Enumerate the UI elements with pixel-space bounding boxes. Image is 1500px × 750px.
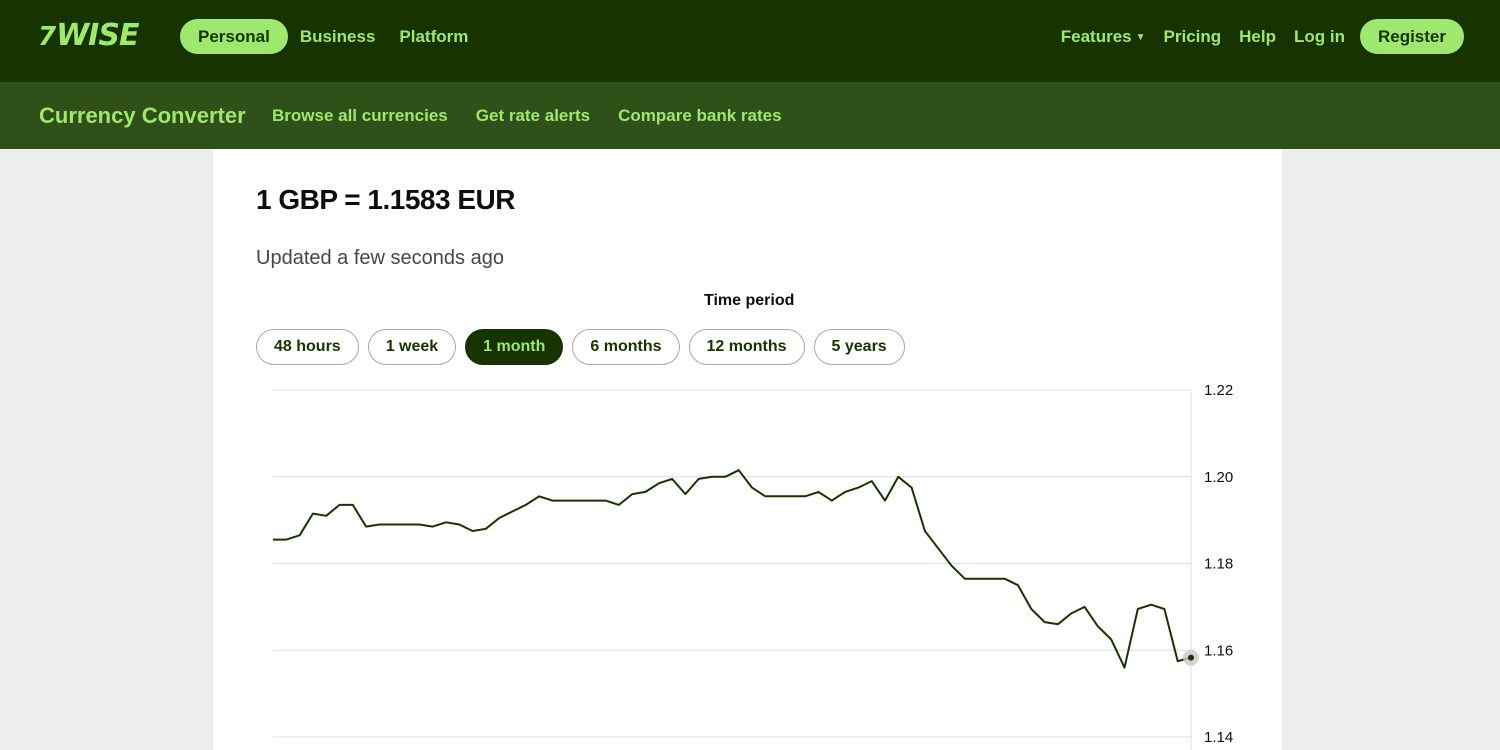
wise-flag-icon: 7 — [38, 22, 56, 52]
rate-card: 1 GBP = 1.1583 EUR Updated a few seconds… — [213, 149, 1282, 750]
y-tick-label: 1.18 — [1204, 556, 1233, 573]
time-period-label: Time period — [704, 292, 795, 309]
y-tick-label: 1.14 — [1204, 729, 1233, 746]
chevron-down-icon: ▼ — [1135, 31, 1146, 43]
y-tick-label: 1.20 — [1204, 469, 1233, 486]
compare-bank-rates-link[interactable]: Compare bank rates — [618, 106, 782, 125]
y-tick-label: 1.16 — [1204, 642, 1233, 659]
wise-logo[interactable]: 7WISE — [38, 18, 139, 53]
nav-left: Personal Business Platform — [180, 19, 480, 54]
rate-alerts-link[interactable]: Get rate alerts — [475, 106, 591, 125]
nav-help[interactable]: Help — [1239, 26, 1276, 46]
sub-navigation: Currency Converter Browse all currencies… — [0, 82, 1500, 149]
nav-features-label: Features — [1060, 26, 1132, 46]
rate-series-line — [273, 469, 1192, 669]
period-5-years[interactable]: 5 years — [813, 329, 905, 365]
logo-text: WISE — [56, 18, 139, 53]
browse-currencies-link[interactable]: Browse all currencies — [272, 106, 448, 125]
time-period-selector: 48 hours 1 week 1 month 6 months 12 mont… — [256, 329, 914, 365]
nav-personal[interactable]: Personal — [180, 19, 288, 54]
period-6-months[interactable]: 6 months — [572, 329, 680, 365]
register-button[interactable]: Register — [1359, 19, 1464, 54]
rate-chart[interactable]: 1.22 1.20 1.18 1.16 1.14 — [213, 149, 1282, 750]
nav-features[interactable]: Features ▼ — [1052, 27, 1155, 47]
top-navigation: 7WISE Personal Business Platform Feature… — [0, 0, 1500, 82]
y-tick-label: 1.22 — [1204, 382, 1233, 399]
nav-login[interactable]: Log in — [1293, 26, 1345, 46]
exchange-rate-heading: 1 GBP = 1.1583 EUR — [256, 184, 515, 215]
period-12-months[interactable]: 12 months — [688, 329, 805, 365]
nav-business[interactable]: Business — [299, 26, 376, 46]
subnav-links: Browse all currencies Get rate alerts Co… — [272, 106, 810, 126]
period-48-hours[interactable]: 48 hours — [256, 329, 359, 365]
period-1-month[interactable]: 1 month — [465, 329, 564, 365]
currency-converter-title[interactable]: Currency Converter — [39, 103, 246, 128]
updated-timestamp: Updated a few seconds ago — [256, 247, 504, 269]
current-point-marker[interactable] — [1188, 654, 1194, 661]
nav-platform[interactable]: Platform — [399, 26, 469, 46]
period-1-week[interactable]: 1 week — [367, 329, 457, 365]
nav-pricing[interactable]: Pricing — [1163, 26, 1222, 46]
nav-right: Features ▼ Pricing Help Log in Register — [1052, 19, 1464, 54]
